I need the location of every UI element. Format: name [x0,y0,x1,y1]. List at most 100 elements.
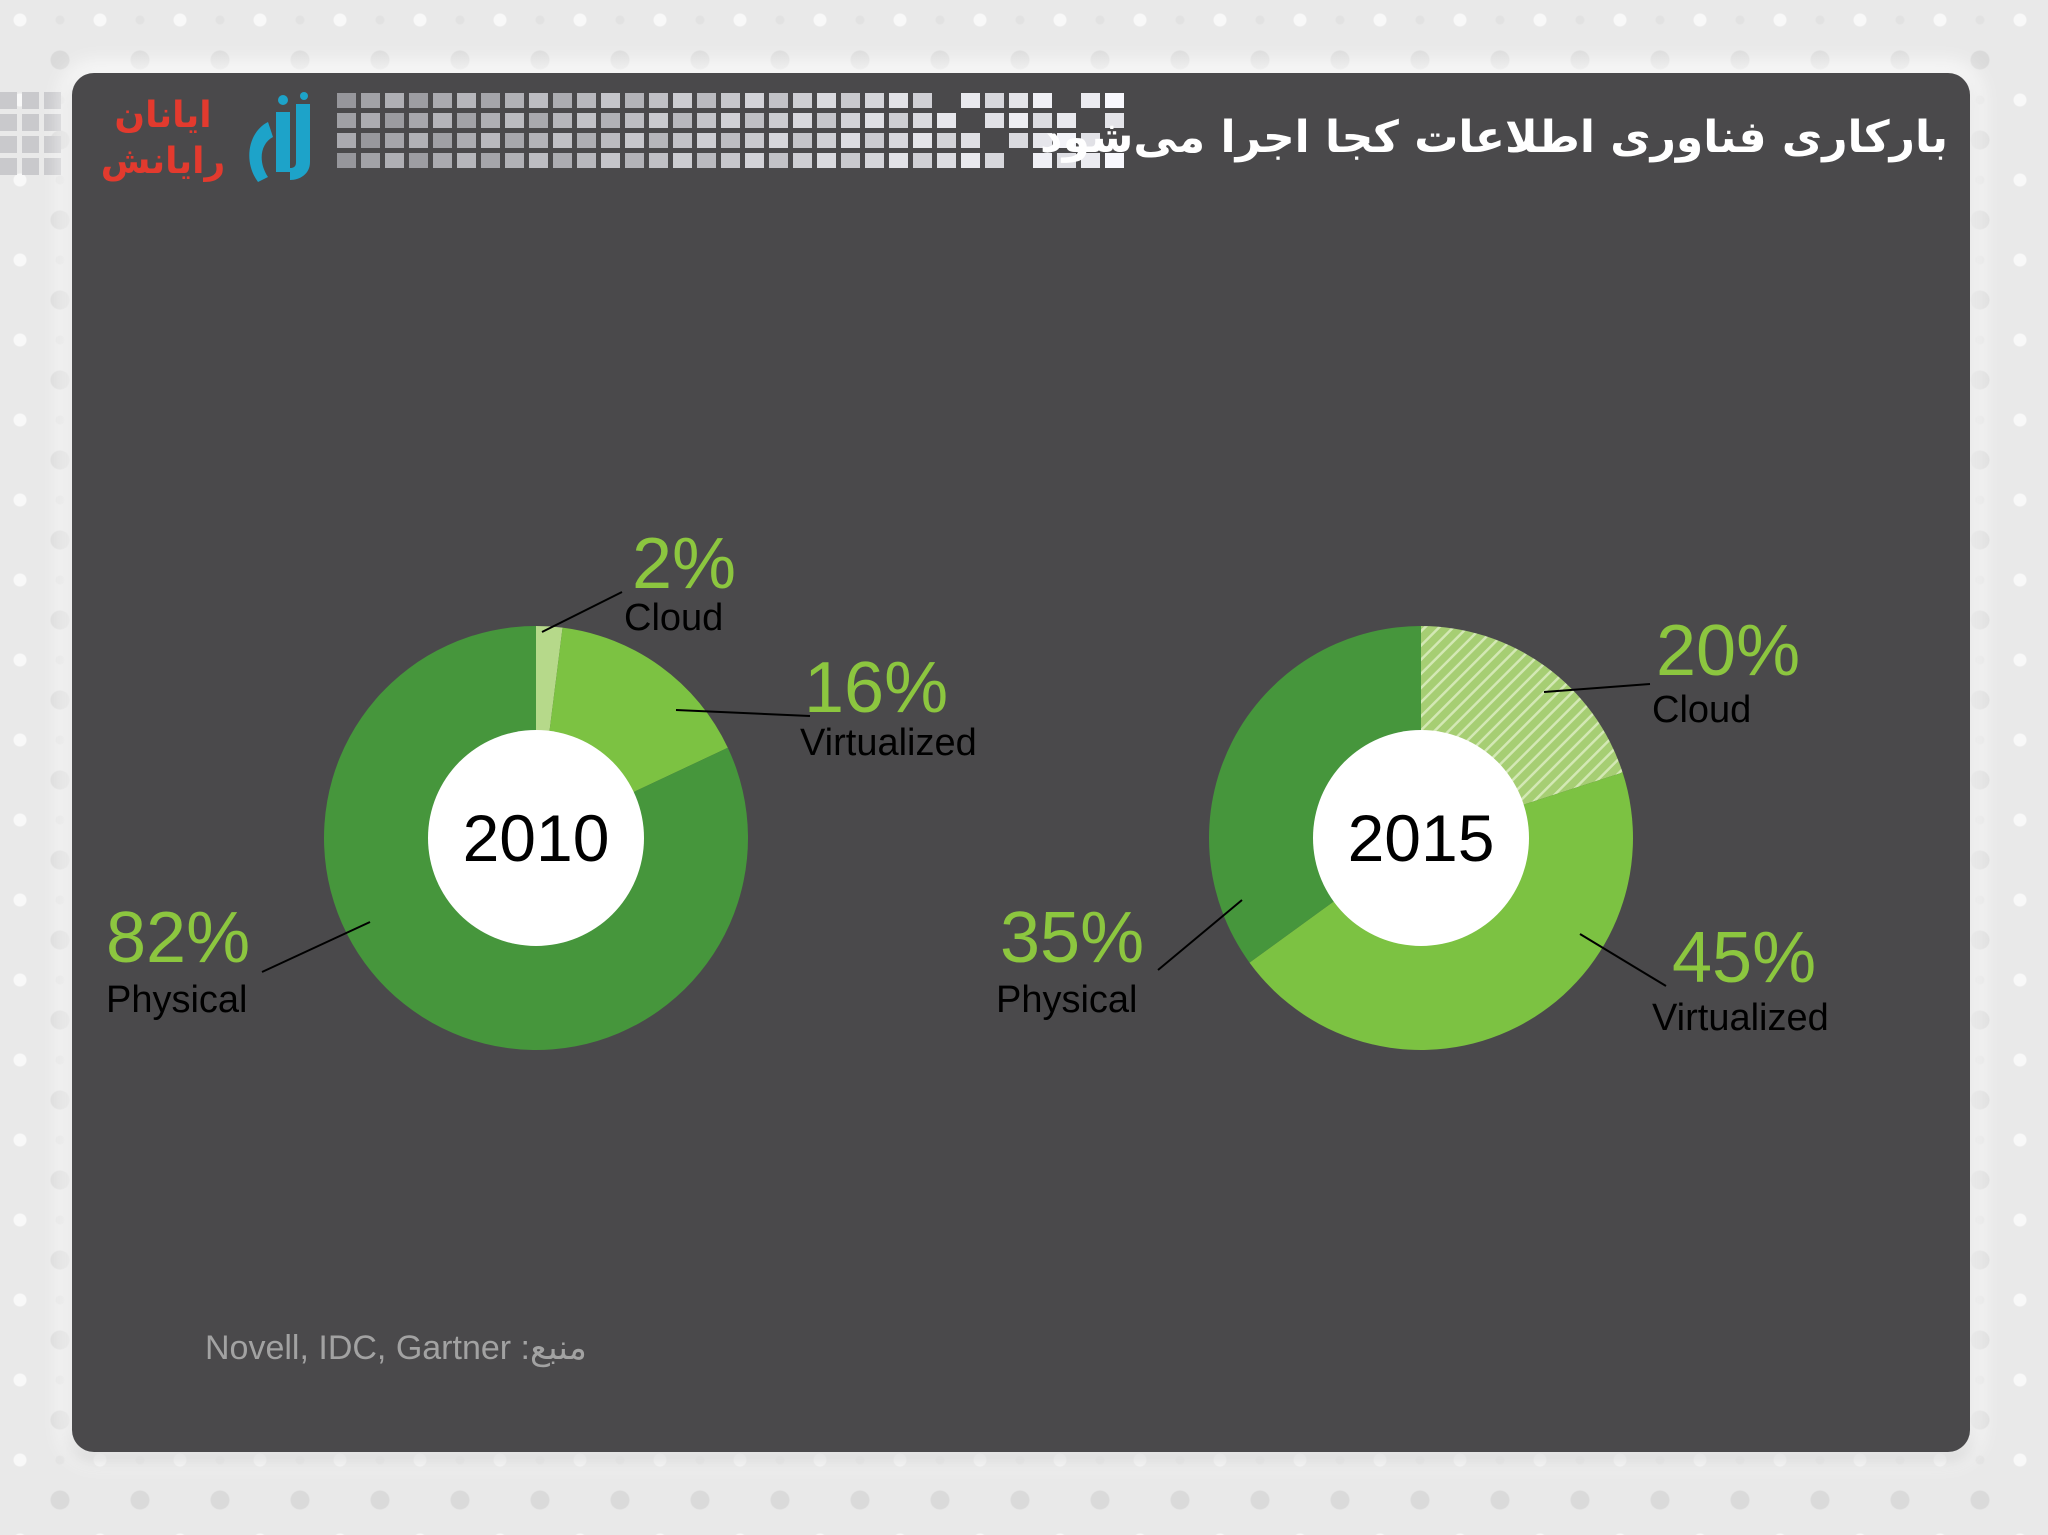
grid-cell [961,93,980,108]
grid-cell [865,153,884,168]
value-label-cloud: 2% [632,524,736,604]
grid-cell [553,93,572,108]
category-label-physical: Physical [106,979,248,1021]
grid-cell [529,113,548,128]
grid-cell [745,153,764,168]
grid-cell [481,133,500,148]
leader-line-physical [1157,899,1243,971]
grid-cell [481,93,500,108]
donut-chart-2015: 2015 20%Cloud 45%Virtualized 35%Physical [996,611,1829,1050]
grid-cell [457,153,476,168]
grid-cell [409,93,428,108]
value-label-virtualized: 45% [1672,918,1816,998]
grid-cell [44,114,61,131]
grid-cell [649,113,668,128]
grid-cell [649,93,668,108]
grid-cell [985,93,1004,108]
grid-cell [481,153,500,168]
grid-cell [409,153,428,168]
grid-cell [481,113,500,128]
grid-cell [817,113,836,128]
grid-cell [529,133,548,148]
grid-cell [601,93,620,108]
grid-cell [961,153,980,168]
grid-cell [337,113,356,128]
grid-cell [0,136,17,153]
grid-cell [553,113,572,128]
grid-cell [817,93,836,108]
grid-cell [577,133,596,148]
grid-cell [745,113,764,128]
value-label-physical: 35% [1000,898,1144,978]
grid-cell [937,153,956,168]
grid-cell [505,113,524,128]
grid-cell [625,153,644,168]
grid-cell [0,158,17,175]
grid-cell [601,153,620,168]
grid-cell [985,153,1004,168]
grid-cell [817,153,836,168]
grid-cell [889,113,908,128]
leader-line-virtualized [1579,933,1667,987]
grid-cell [44,158,61,175]
grid-cell [889,133,908,148]
grid-cell [385,133,404,148]
grid-cell [1057,153,1076,168]
grid-cell [601,113,620,128]
value-label-virtualized: 16% [804,648,948,728]
grid-cell [841,113,860,128]
grid-cell [1105,113,1124,128]
grid-cell [721,113,740,128]
grid-cell [337,93,356,108]
grid-cell [553,153,572,168]
grid-cell [433,153,452,168]
category-label-virtualized: Virtualized [1652,997,1829,1039]
slice-physical [1209,626,1421,963]
grid-cell [937,113,956,128]
category-label-physical: Physical [996,979,1138,1021]
grid-cell [601,133,620,148]
grid-cell [577,113,596,128]
grid-cell [22,114,39,131]
grid-cell [793,153,812,168]
value-label-cloud: 20% [1656,611,1800,691]
grid-cell [745,133,764,148]
grid-cell [22,136,39,153]
leader-line-cloud [1543,683,1651,693]
grid-cell [361,133,380,148]
grid-cell [1057,133,1076,148]
grid-cell [625,133,644,148]
grid-cell [337,133,356,148]
category-label-cloud: Cloud [1652,689,1751,731]
grid-cell [865,133,884,148]
grid-cell [697,133,716,148]
grid-cell [577,93,596,108]
grid-cell [433,133,452,148]
grid-cell [841,93,860,108]
grid-cell [721,133,740,148]
grid-cell [409,113,428,128]
grid-cell [1033,113,1052,128]
logo-mark-icon [249,92,310,182]
grid-cell [649,153,668,168]
leader-line-cloud [541,591,623,633]
grid-cell [625,93,644,108]
grid-cell [1009,113,1028,128]
grid-cell [721,93,740,108]
grid-cell [1009,133,1028,148]
logo-text-line1: ایانان [114,95,212,136]
grid-cell [985,113,1004,128]
grid-cell [937,133,956,148]
grid-cell [673,153,692,168]
grid-cell [1033,133,1052,148]
grid-cell [721,153,740,168]
donut-chart-2010: 2010 2%Cloud 16%Virtualized 82%Physical [106,524,977,1050]
grid-cell [649,133,668,148]
grid-cell [505,93,524,108]
grid-cell [697,153,716,168]
grid-cell [697,113,716,128]
grid-cell [865,113,884,128]
source-note: Novell, IDC, Gartner :منبع [205,1329,587,1367]
grid-cell [769,133,788,148]
grid-cell [793,93,812,108]
